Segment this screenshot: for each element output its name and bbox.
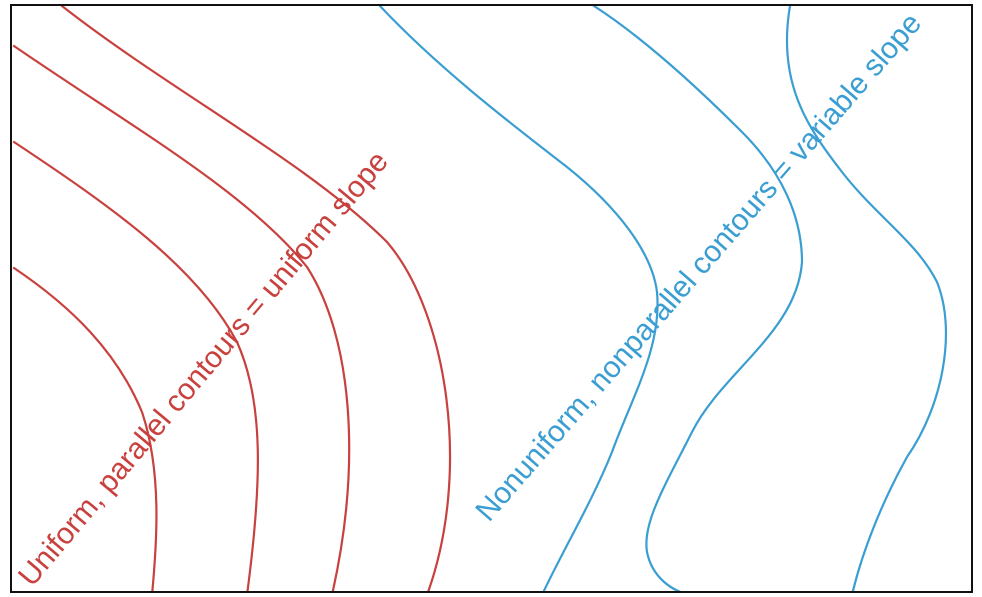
- nonuniform-contour-group: [378, 6, 948, 591]
- nonuniform-slope-label: Nonuniform, nonparallel contours = varia…: [469, 7, 928, 528]
- uniform-contour-line-4: [60, 6, 452, 591]
- uniform-contour-line-1: [12, 266, 158, 591]
- uniform-contour-group: [12, 6, 452, 591]
- diagram-frame: Uniform, parallel contours = uniform slo…: [10, 4, 973, 593]
- contour-diagram: Uniform, parallel contours = uniform slo…: [12, 6, 948, 592]
- uniform-contour-line-2: [12, 140, 259, 591]
- nonuniform-contour-line-2: [592, 6, 804, 591]
- uniform-contour-line-3: [12, 44, 351, 591]
- nonuniform-contour-line-1: [378, 6, 659, 591]
- uniform-slope-label: Uniform, parallel contours = uniform slo…: [12, 145, 395, 592]
- nonuniform-contour-line-3: [785, 6, 948, 591]
